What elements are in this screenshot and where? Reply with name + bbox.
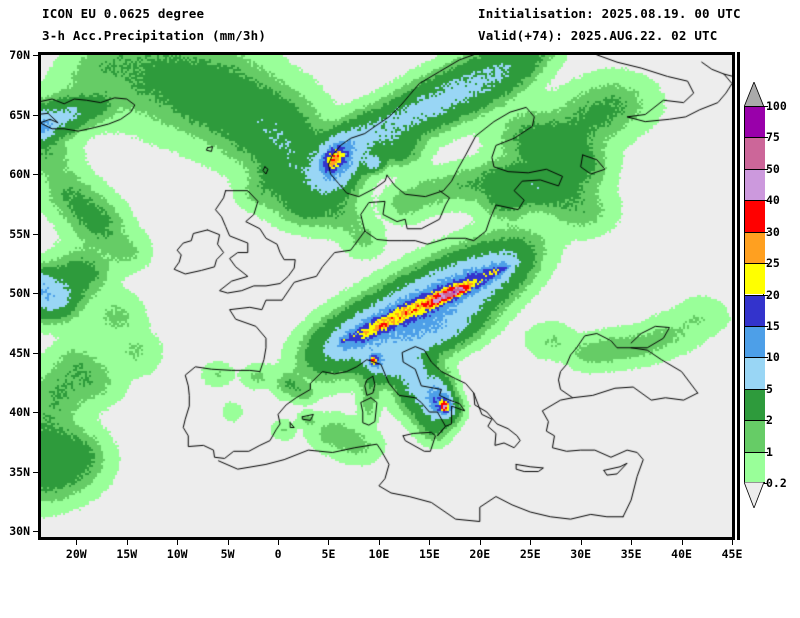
colorbar-band	[745, 325, 765, 358]
colorbar: 100 75 50 40 30 25 20 15 10 5 2 1 0.2	[744, 82, 800, 512]
longitude-tick-label: 25E	[519, 547, 541, 561]
field-title: 3-h Acc.Precipitation (mm/3h)	[42, 28, 267, 43]
longitude-tick-label: 40E	[671, 547, 692, 561]
colorbar-band	[745, 231, 765, 264]
latitude-tick-label: 70N	[9, 48, 30, 62]
longitude-tick-label: 10E	[368, 547, 390, 561]
colorbar-tick-label: 25	[766, 256, 780, 271]
longitude-tick-mark	[177, 540, 179, 545]
latitude-tick-label: 60N	[9, 167, 30, 181]
longitude-tick-mark	[76, 540, 78, 545]
latitude-tick-mark	[33, 293, 38, 295]
colorbar-tick-mark	[764, 137, 768, 139]
colorbar-tick-mark	[764, 325, 768, 327]
precipitation-map	[41, 55, 732, 537]
latitude-tick-mark	[33, 412, 38, 414]
longitude-tick-mark	[278, 540, 280, 545]
longitude-tick-label: 35E	[620, 547, 642, 561]
colorbar-tick-mark	[764, 294, 768, 296]
colorbar-tick-mark	[764, 106, 768, 107]
latitude-tick-mark	[33, 531, 38, 533]
latitude-tick-mark	[33, 55, 38, 56]
longitude-tick-mark	[328, 540, 330, 545]
colorbar-band	[745, 106, 765, 138]
colorbar-band	[745, 388, 765, 421]
latitude-tick-label: 55N	[9, 226, 30, 241]
model-title: ICON EU 0.0625 degree	[42, 6, 205, 21]
colorbar-under-arrow-icon	[744, 482, 764, 508]
longitude-tick-mark	[681, 540, 683, 545]
longitude-tick-mark	[227, 540, 229, 545]
colorbar-tick-label: 50	[766, 161, 780, 176]
colorbar-tick-mark	[764, 200, 768, 202]
colorbar-tick-label: 30	[766, 224, 780, 239]
map-frame	[38, 52, 735, 540]
longitude-tick-label: 45E	[721, 547, 743, 561]
colorbar-band	[745, 200, 765, 232]
latitude-tick-mark	[33, 352, 38, 354]
latitude-tick-label: 30N	[9, 524, 30, 539]
colorbar-band	[745, 263, 765, 295]
colorbar-tick-label: 100	[766, 99, 787, 113]
longitude-tick-label: 10W	[166, 547, 188, 561]
colorbar-band	[745, 357, 765, 389]
colorbar-tick-mark	[764, 483, 768, 484]
longitude-tick-label: 30E	[570, 547, 592, 561]
longitude-tick-mark	[378, 540, 380, 545]
latitude-tick-mark	[33, 174, 38, 175]
colorbar-band	[745, 137, 765, 169]
colorbar-tick-mark	[764, 420, 768, 422]
latitude-tick-label: 40N	[9, 405, 30, 420]
latitude-tick-label: 35N	[9, 464, 30, 479]
colorbar-tick-mark	[764, 388, 768, 390]
latitude-tick-mark	[33, 114, 38, 116]
latitude-tick-mark	[33, 471, 38, 473]
colorbar-tick-label: 2	[766, 413, 773, 428]
longitude-tick-label: 15W	[116, 547, 138, 561]
longitude-tick-mark	[479, 540, 481, 545]
colorbar-tick-label: 0.2	[766, 476, 787, 490]
longitude-tick-mark	[732, 540, 733, 545]
colorbar-tick-mark	[764, 357, 768, 359]
colorbar-tick-label: 20	[766, 287, 780, 302]
longitude-tick-mark	[126, 540, 128, 545]
longitude-tick-mark	[530, 540, 532, 545]
latitude-tick-label: 50N	[9, 286, 30, 301]
colorbar-tick-mark	[764, 168, 768, 170]
colorbar-tick-label: 40	[766, 193, 780, 208]
colorbar-tick-mark	[764, 231, 768, 233]
longitude-tick-label: 0	[274, 547, 282, 561]
colorbar-over-arrow-icon	[744, 82, 764, 107]
valid-time-label: Valid(+74): 2025.AUG.22. 02 UTC	[478, 28, 718, 43]
longitude-tick-label: 20W	[65, 547, 87, 561]
colorbar-band	[745, 420, 765, 452]
longitude-tick-mark	[631, 540, 633, 545]
colorbar-tick-mark	[764, 263, 768, 265]
latitude-tick-label: 45N	[9, 345, 30, 360]
colorbar-tick-label: 10	[766, 350, 780, 365]
longitude-tick-mark	[580, 540, 582, 545]
colorbar-band	[745, 294, 765, 326]
colorbar-bands	[744, 106, 765, 483]
latitude-tick-label: 65N	[9, 107, 30, 122]
colorbar-tick-label: 1	[766, 444, 773, 459]
initialisation-label: Initialisation: 2025.08.19. 00 UTC	[478, 6, 741, 21]
longitude-tick-mark	[429, 540, 431, 545]
longitude-tick-label: 15E	[418, 547, 440, 561]
colorbar-tick-label: 15	[766, 318, 780, 333]
longitude-tick-label: 5W	[220, 547, 235, 561]
colorbar-band	[745, 168, 765, 201]
colorbar-band	[745, 451, 765, 483]
colorbar-divider-rule	[737, 52, 740, 540]
longitude-tick-label: 20E	[469, 547, 491, 561]
longitude-tick-label: 5E	[321, 547, 336, 561]
latitude-tick-mark	[33, 233, 38, 235]
colorbar-tick-label: 5	[766, 381, 773, 396]
colorbar-tick-label: 75	[766, 130, 780, 145]
colorbar-tick-mark	[764, 451, 768, 453]
